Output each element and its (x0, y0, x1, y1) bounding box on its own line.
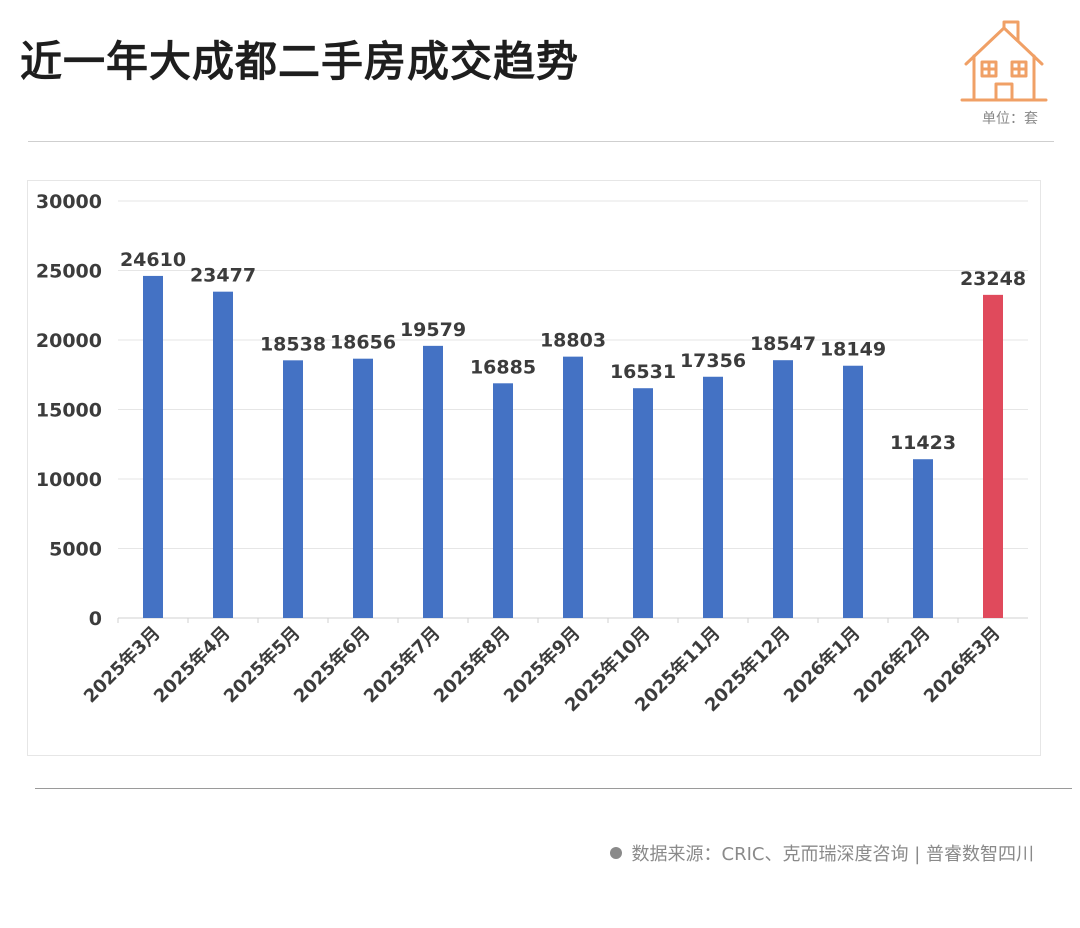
data-label: 23477 (190, 265, 256, 287)
y-tick-label: 20000 (36, 330, 102, 352)
source-text: 数据来源：CRIC、克而瑞深度咨询 | 普睿数智四川 (631, 844, 1034, 865)
bar (633, 388, 653, 618)
unit-label: 单位：套 (982, 111, 1038, 127)
bar (143, 275, 163, 618)
page-title: 近一年大成都二手房成交趋势 (20, 37, 580, 86)
data-label: 18538 (260, 333, 326, 355)
bar (353, 358, 373, 618)
source-note: 数据来源：CRIC、克而瑞深度咨询 | 普睿数智四川 (609, 840, 1034, 866)
data-label: 23248 (960, 268, 1026, 290)
bar (283, 360, 303, 618)
house-icon (960, 20, 1048, 102)
chart-panel: 0 5000 10000 15000 20000 25000 30000 24610 2025年… (27, 180, 1041, 756)
bottom-divider (35, 788, 1072, 789)
y-tick-label: 5000 (49, 539, 102, 561)
y-tick-label: 0 (89, 608, 102, 630)
bar-chart: 050001000015000200002500030000246102025年… (36, 191, 1028, 716)
data-label: 16885 (470, 356, 536, 378)
top-divider (28, 141, 1054, 142)
bar (703, 376, 723, 618)
data-label: 19579 (400, 319, 466, 341)
bullet-icon (609, 847, 622, 859)
data-label: 17356 (680, 350, 746, 372)
y-tick-label: 10000 (36, 469, 102, 491)
data-label: 11423 (890, 432, 956, 454)
data-label: 18803 (540, 330, 606, 352)
bar (843, 365, 863, 618)
y-tick-label: 30000 (36, 191, 102, 213)
data-label: 24610 (120, 249, 186, 271)
bar (913, 459, 933, 618)
bar (493, 383, 513, 618)
bar (983, 294, 1003, 618)
y-tick-label: 25000 (36, 261, 102, 283)
bar (423, 345, 443, 618)
data-label: 18656 (330, 332, 396, 354)
x-tick-label: 2026年3月 (919, 622, 1004, 707)
data-label: 16531 (610, 361, 676, 383)
bar (213, 291, 233, 618)
data-label: 18547 (750, 333, 816, 355)
data-label: 18149 (820, 339, 886, 361)
bar (563, 356, 583, 618)
y-tick-label: 15000 (36, 400, 102, 422)
bar (773, 360, 793, 618)
